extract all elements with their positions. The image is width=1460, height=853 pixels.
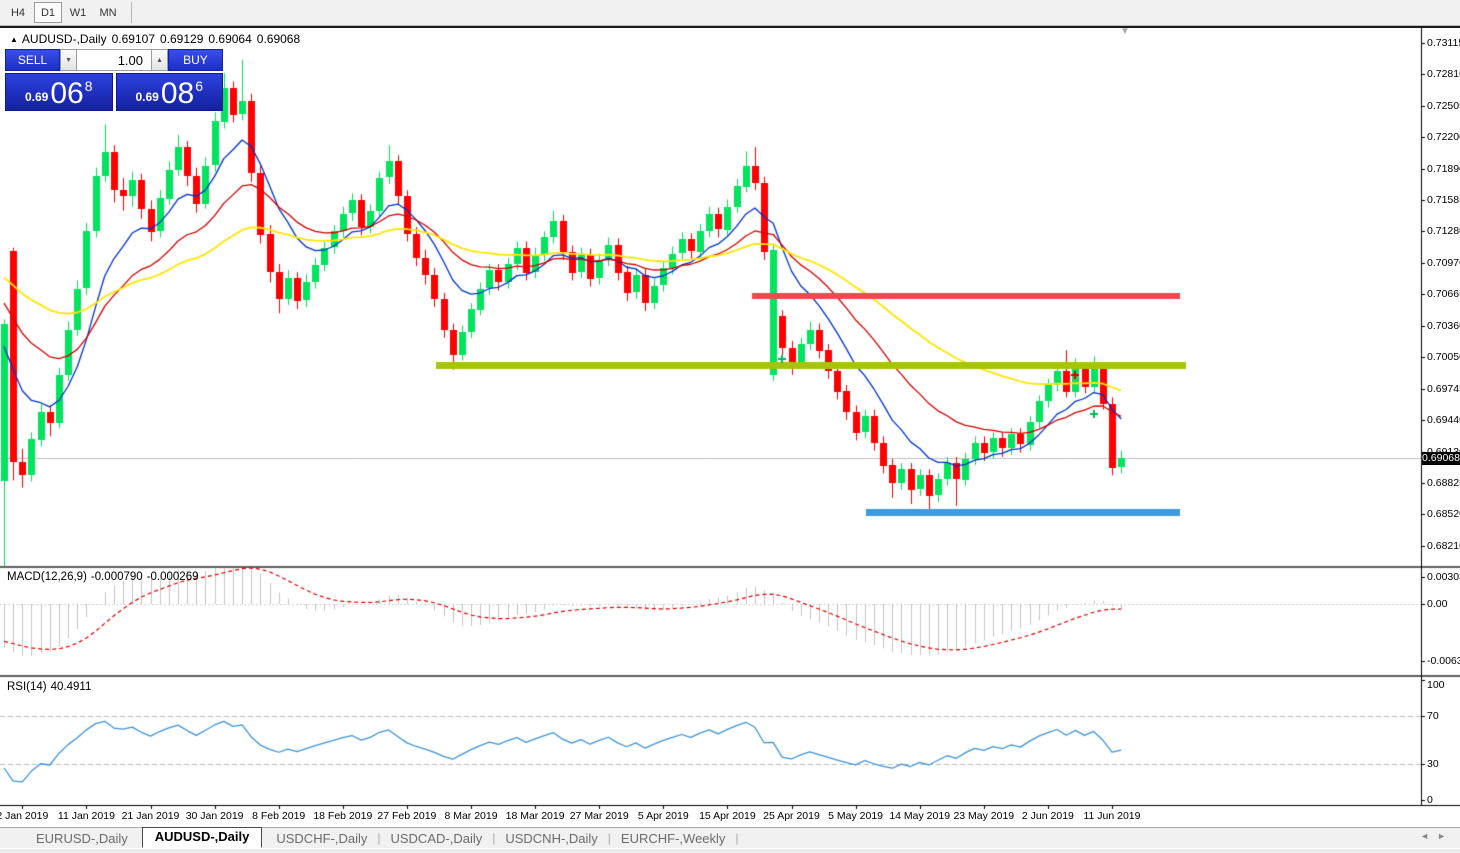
ohlc-high: 0.69129 xyxy=(160,32,204,46)
date-axis-label: 5 Apr 2019 xyxy=(637,810,689,822)
rsi-indicator-label: RSI(14) 40.4911 xyxy=(7,681,95,693)
macd-value-main: -0.000790 xyxy=(90,571,143,583)
timeframe-toolbar: H4 D1 W1 MN xyxy=(0,0,1460,26)
scroll-right-icon[interactable]: ► xyxy=(1437,831,1454,841)
toolbar-separator xyxy=(131,2,132,23)
tab-usdcad-daily[interactable]: USDCAD-,Daily xyxy=(390,830,483,846)
rsi-axis-label: 0 xyxy=(1427,794,1433,806)
chevron-down-icon: ▼ xyxy=(65,56,73,64)
current-price-tag: 0.69068 xyxy=(1422,452,1460,465)
tab-scroll-arrows[interactable]: ◄► xyxy=(1420,831,1454,841)
chevron-up-icon: ▲ xyxy=(155,56,163,64)
timeframe-button-w1[interactable]: W1 xyxy=(69,6,87,19)
buy-price-prefix: 0.69 xyxy=(135,90,159,104)
price-axis-label: 0.70665 xyxy=(1427,288,1460,301)
ohlc-low: 0.69064 xyxy=(208,32,252,46)
rsi-axis-label: 30 xyxy=(1427,758,1439,770)
chart-tab-bar: EURUSD-,Daily AUDUSD-,Daily USDCHF-,Daily |… xyxy=(0,826,1460,848)
chart-scroll-end-icon[interactable]: ▼ xyxy=(1120,26,1130,37)
date-axis-label: 8 Mar 2019 xyxy=(444,810,498,822)
buy-price-display[interactable]: 0.69 08 6 xyxy=(115,73,223,111)
macd-axis-label: 0.00 xyxy=(1427,598,1448,610)
macd-axis-label: 0.003035 xyxy=(1427,570,1460,583)
rsi-axis-label: 100 xyxy=(1427,679,1445,691)
price-axis-label: 0.71585 xyxy=(1427,193,1460,206)
sell-button[interactable]: SELL xyxy=(5,49,61,71)
macd-value-signal: -0.000269 xyxy=(146,571,199,583)
tab-separator: | xyxy=(735,831,739,845)
tab-audusd-daily[interactable]: AUDUSD-,Daily xyxy=(141,826,263,848)
macd-title: MACD(12,26,9) xyxy=(7,571,87,583)
date-axis-label: 21 Jan 2019 xyxy=(121,810,180,822)
scroll-left-icon[interactable]: ◄ xyxy=(1420,831,1438,841)
tab-separator: | xyxy=(377,831,381,845)
date-axis-label: 27 Mar 2019 xyxy=(569,810,629,822)
timeframe-button-d1[interactable]: D1 xyxy=(34,2,62,23)
tab-separator: | xyxy=(492,831,496,845)
date-axis-label: 27 Feb 2019 xyxy=(377,810,437,822)
timeframe-button-h4[interactable]: H4 xyxy=(10,6,26,19)
ohlc-open: 0.69107 xyxy=(111,32,155,46)
tab-usdcnh-daily[interactable]: USDCNH-,Daily xyxy=(505,830,598,846)
price-axis-label: 0.72505 xyxy=(1427,99,1460,112)
ohlc-close: 0.69068 xyxy=(256,32,301,46)
date-axis-label: 14 May 2019 xyxy=(889,810,951,822)
sell-price-big: 06 xyxy=(50,77,84,110)
date-axis-label: 30 Jan 2019 xyxy=(185,810,244,822)
date-axis-label: 18 Mar 2019 xyxy=(505,810,565,822)
rsi-title: RSI(14) xyxy=(7,681,47,693)
date-axis-label: 8 Feb 2019 xyxy=(252,810,306,822)
buy-price-big: 08 xyxy=(160,77,195,110)
date-axis-label: 25 Apr 2019 xyxy=(763,810,820,822)
rsi-axis-label: 70 xyxy=(1427,710,1439,722)
tab-usdchf-daily[interactable]: USDCHF-,Daily xyxy=(276,830,368,846)
buy-button[interactable]: BUY xyxy=(167,49,223,71)
chart-ohlc-header: ▲ AUDUSD-,Daily 0.69107 0.69129 0.69064 0.690… xyxy=(10,32,305,46)
price-axis-label: 0.69745 xyxy=(1427,382,1460,395)
tab-eurusd-daily[interactable]: EURUSD-,Daily xyxy=(36,830,128,846)
volume-decrease-button[interactable]: ▼ xyxy=(60,49,77,71)
status-bar xyxy=(0,848,1460,853)
rsi-value: 40.4911 xyxy=(50,681,92,693)
date-axis-label: 5 May 2019 xyxy=(828,810,884,822)
date-axis-label: 2 Jun 2019 xyxy=(1021,810,1074,822)
volume-input[interactable] xyxy=(77,49,151,71)
price-axis-label: 0.68825 xyxy=(1427,477,1460,490)
date-axis-label: 18 Feb 2019 xyxy=(313,810,373,822)
sell-price-display[interactable]: 0.69 06 8 xyxy=(5,73,113,111)
tab-eurchf-weekly[interactable]: EURCHF-,Weekly xyxy=(620,830,726,846)
date-axis-label: 2 Jan 2019 xyxy=(0,810,49,822)
macd-axis-label: -0.006311 xyxy=(1427,654,1460,667)
macd-indicator-label: MACD(12,26,9) -0.000790 -0.000269 xyxy=(7,571,202,583)
collapse-panel-icon[interactable]: ▲ xyxy=(10,35,18,44)
date-axis-label: 15 Apr 2019 xyxy=(699,810,756,822)
buy-price-pip: 6 xyxy=(195,78,204,94)
tab-separator: | xyxy=(607,831,611,845)
sell-price-pip: 8 xyxy=(84,78,93,94)
date-axis-label: 11 Jun 2019 xyxy=(1083,810,1141,822)
timeframe-button-mn[interactable]: MN xyxy=(99,6,117,19)
price-axis-label: 0.73115 xyxy=(1427,37,1460,49)
date-axis-label: 11 Jan 2019 xyxy=(57,810,115,822)
date-axis-label: 23 May 2019 xyxy=(953,810,1015,822)
chart-symbol-label: AUDUSD-,Daily xyxy=(21,32,107,46)
chart-top-border xyxy=(0,26,1460,28)
volume-increase-button[interactable]: ▲ xyxy=(151,49,168,71)
sell-price-prefix: 0.69 xyxy=(24,90,49,104)
